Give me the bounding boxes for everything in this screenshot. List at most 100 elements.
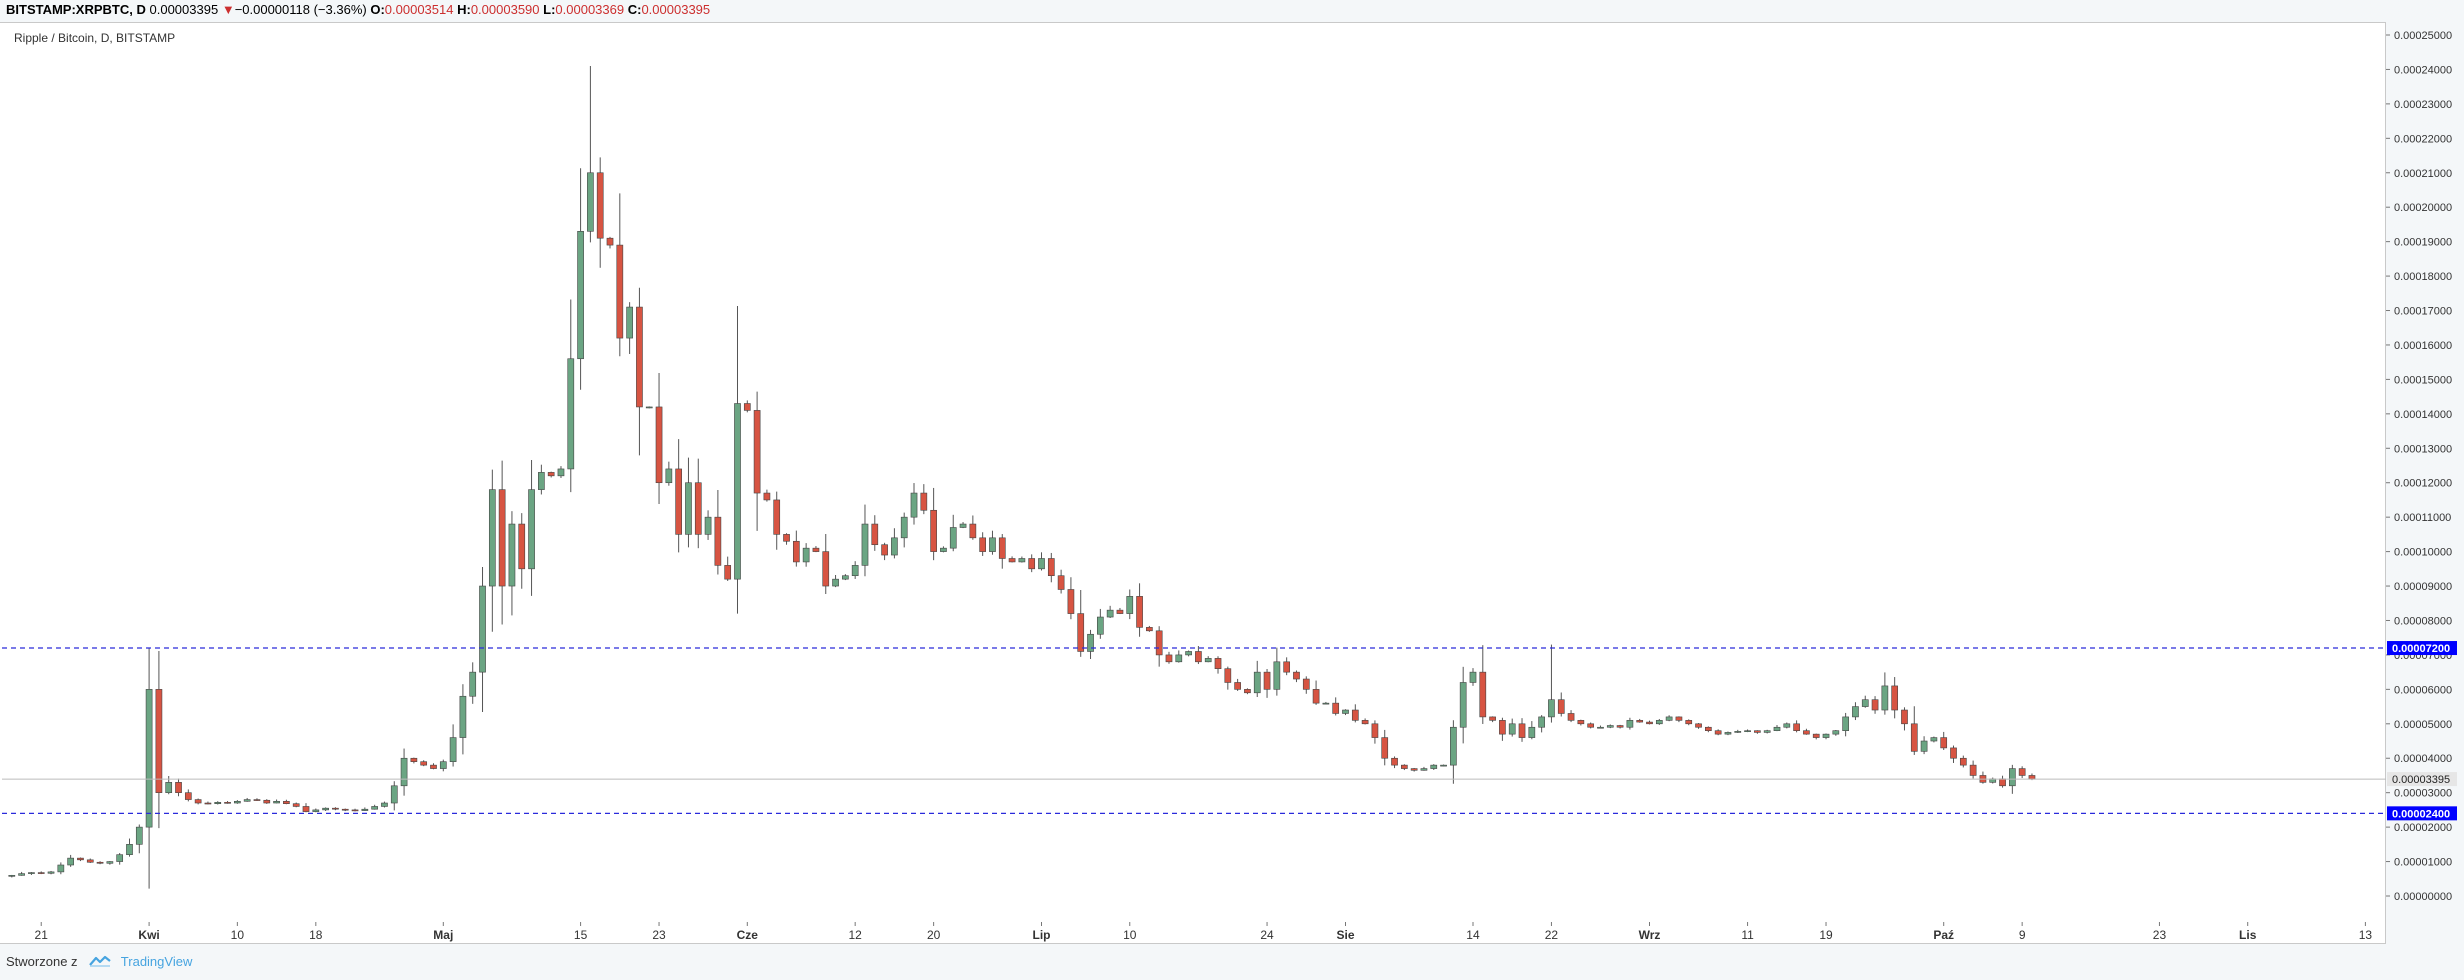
y-tick-label: 0.00020000 bbox=[2394, 202, 2452, 214]
candle-down bbox=[1518, 723, 1526, 738]
footer-prefix: Stworzone z bbox=[6, 954, 78, 969]
candle-down bbox=[871, 523, 879, 546]
symbol-header: BITSTAMP:XRPBTC, D 0.00003395 ▼−0.000001… bbox=[0, 0, 2464, 22]
candle-up bbox=[1204, 658, 1212, 663]
candle-up bbox=[1430, 764, 1438, 769]
candle-down bbox=[2018, 768, 2026, 776]
candle-up bbox=[488, 489, 496, 587]
x-tick-label: 23 bbox=[2153, 928, 2167, 942]
candle-down bbox=[724, 565, 732, 580]
symbol-name[interactable]: BITSTAMP:XRPBTC, D bbox=[6, 2, 146, 17]
candle-up bbox=[1930, 737, 1938, 742]
candle-down bbox=[1901, 709, 1908, 725]
candle-down bbox=[518, 523, 526, 570]
y-tick-label: 0.00014000 bbox=[2394, 409, 2452, 421]
candle-down bbox=[969, 523, 977, 539]
x-tick-label: 20 bbox=[927, 928, 941, 942]
candle-up bbox=[949, 527, 957, 549]
candle-down bbox=[224, 802, 231, 804]
candle-up bbox=[734, 403, 741, 580]
candle-down bbox=[1234, 682, 1241, 690]
candle-up bbox=[910, 492, 918, 518]
candle-down bbox=[37, 872, 45, 874]
candle-down bbox=[1714, 730, 1722, 735]
x-tick-label: 12 bbox=[848, 928, 862, 942]
candle-down bbox=[1685, 720, 1693, 725]
candle-down bbox=[1410, 768, 1418, 771]
price-chart[interactable]: 0.00025000 0.00024000 0.00023000 0.00022000… bbox=[0, 0, 2464, 944]
candle-down bbox=[1077, 613, 1085, 652]
candle-down bbox=[1793, 723, 1800, 731]
candle-up bbox=[528, 489, 535, 570]
candle-up bbox=[989, 537, 996, 552]
high-value: 0.00003590 bbox=[470, 2, 540, 17]
candle-up bbox=[479, 585, 486, 673]
candle-down bbox=[1371, 723, 1379, 738]
candle-down bbox=[77, 857, 84, 861]
candle-up bbox=[1655, 720, 1663, 725]
candle-up bbox=[67, 857, 74, 866]
chart-frame[interactable] bbox=[0, 22, 2386, 944]
y-tick-label: 0.00019000 bbox=[2394, 237, 2452, 249]
x-tick-label: 24 bbox=[1260, 928, 1274, 942]
tradingview-link[interactable]: TradingView bbox=[120, 954, 193, 969]
candle-down bbox=[1754, 730, 1761, 733]
y-tick-label: 0.00008000 bbox=[2394, 615, 2452, 627]
candle-down bbox=[1067, 589, 1075, 614]
y-tick-label: 0.00017000 bbox=[2394, 306, 2452, 318]
candle-up bbox=[645, 406, 653, 409]
candle-up bbox=[234, 800, 241, 804]
y-tick-label: 0.00022000 bbox=[2394, 133, 2452, 145]
candle-down bbox=[1910, 723, 1918, 752]
candle-down bbox=[822, 551, 830, 587]
candle-up bbox=[439, 761, 447, 769]
candle-down bbox=[979, 537, 986, 552]
candle-up bbox=[1420, 768, 1428, 771]
tradingview-logo-icon[interactable] bbox=[89, 955, 111, 967]
x-tick-label: 21 bbox=[35, 928, 49, 942]
last-price-label: 0.00003395 bbox=[2392, 774, 2450, 786]
candle-down bbox=[204, 802, 212, 805]
open-label: O: bbox=[370, 2, 385, 17]
y-tick-label: 0.00005000 bbox=[2394, 719, 2452, 731]
candle-down bbox=[753, 410, 761, 494]
y-tick-label: 0.00021000 bbox=[2394, 168, 2452, 180]
x-tick-label: 11 bbox=[1741, 928, 1754, 942]
candle-up bbox=[1450, 726, 1457, 766]
price-change: −0.00000118 (−3.36%) bbox=[234, 2, 367, 17]
candle-up bbox=[587, 172, 594, 232]
candle-up bbox=[1322, 702, 1330, 705]
candle-down bbox=[1224, 668, 1232, 683]
candle-down bbox=[283, 800, 290, 805]
candle-up bbox=[1626, 720, 1634, 728]
candle-down bbox=[1587, 723, 1595, 728]
low-value: 0.00003369 bbox=[555, 2, 625, 17]
candle-up bbox=[557, 468, 565, 477]
candle-up bbox=[1606, 725, 1614, 728]
candle-down bbox=[783, 534, 790, 542]
candle-up bbox=[116, 854, 124, 862]
candle-down bbox=[1695, 723, 1702, 728]
candle-down bbox=[1293, 671, 1300, 680]
candle-down bbox=[792, 540, 800, 563]
candle-up bbox=[1185, 651, 1192, 656]
candle-down bbox=[1803, 730, 1810, 735]
candle-up bbox=[1597, 726, 1604, 729]
y-tick-label: 0.00002000 bbox=[2394, 822, 2452, 834]
price-label: 0.00007200 bbox=[2392, 643, 2450, 655]
candle-down bbox=[636, 306, 643, 408]
candle-up bbox=[459, 695, 467, 738]
candle-down bbox=[1195, 651, 1202, 663]
candle-down bbox=[1675, 716, 1683, 721]
candle-down bbox=[655, 406, 663, 484]
candle-up bbox=[361, 808, 369, 811]
candle-down bbox=[86, 859, 94, 863]
candle-up bbox=[832, 578, 839, 587]
candle-up bbox=[861, 523, 869, 566]
candle-up bbox=[1469, 671, 1477, 683]
candle-up bbox=[1528, 726, 1536, 738]
x-tick-label: 18 bbox=[309, 928, 323, 942]
candle-down bbox=[1940, 737, 1948, 749]
chart-legend: Ripple / Bitcoin, D, BITSTAMP bbox=[14, 31, 176, 45]
candle-up bbox=[1548, 699, 1555, 718]
